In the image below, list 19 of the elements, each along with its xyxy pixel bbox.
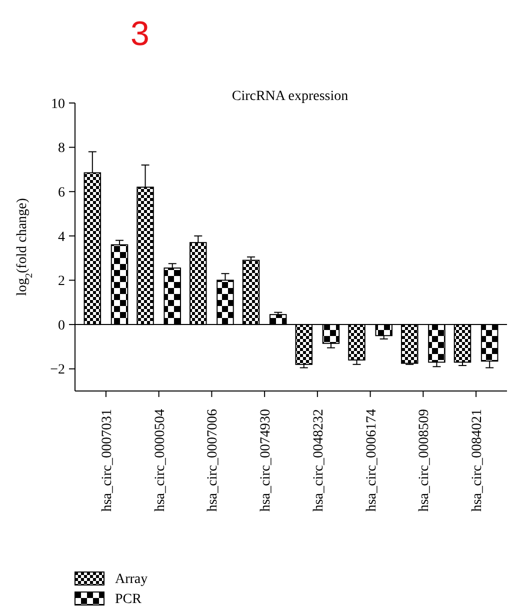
y-tick-label: 8 xyxy=(58,141,65,156)
x-tick-label: hsa_circ_0008509 xyxy=(417,409,432,512)
y-tick-label: 4 xyxy=(58,230,65,245)
x-tick-label: hsa_circ_0006174 xyxy=(364,409,380,512)
x-tick-label: hsa_circ_0084021 xyxy=(470,409,486,512)
x-tick-label: hsa_circ_0000504 xyxy=(152,409,168,512)
x-tick-label: hsa_circ_0007006 xyxy=(206,409,221,512)
y-tick-label: 2 xyxy=(58,274,65,290)
y-tick-label: −2 xyxy=(50,362,65,378)
y-tick-label: 6 xyxy=(58,186,65,201)
legend-label: Array xyxy=(115,572,148,587)
x-tick-label: hsa_circ_0074930 xyxy=(258,409,274,512)
y-tick-label: 0 xyxy=(58,318,65,334)
x-tick-label: hsa_circ_0007031 xyxy=(100,409,115,512)
legend-label: PCR xyxy=(115,592,142,607)
x-tick-label: hsa_circ_0048232 xyxy=(311,409,326,512)
y-tick-label: 10 xyxy=(51,96,65,112)
text: 3 xyxy=(130,15,150,53)
chart-title: CircRNA expression xyxy=(232,89,348,104)
